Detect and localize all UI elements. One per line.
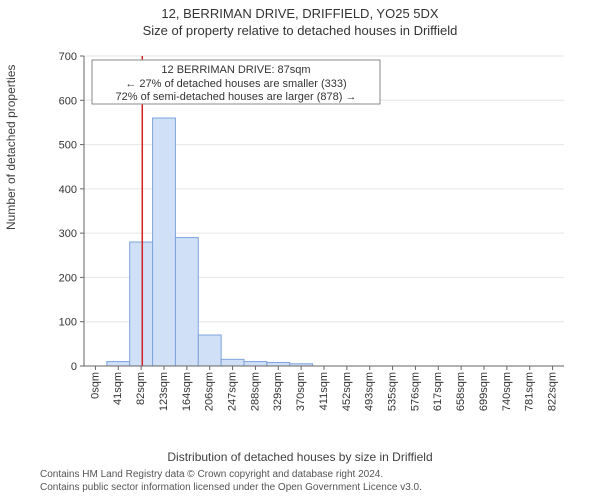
svg-text:500: 500 bbox=[59, 140, 77, 152]
svg-text:0sqm: 0sqm bbox=[89, 372, 101, 399]
histogram-bar bbox=[198, 335, 221, 366]
svg-text:493sqm: 493sqm bbox=[364, 372, 376, 411]
svg-text:600: 600 bbox=[59, 95, 77, 107]
svg-text:411sqm: 411sqm bbox=[318, 372, 330, 410]
svg-text:370sqm: 370sqm bbox=[295, 372, 307, 411]
infobox-line3: 72% of semi-detached houses are larger (… bbox=[116, 91, 357, 103]
svg-text:200: 200 bbox=[59, 272, 77, 284]
histogram-bar bbox=[107, 362, 130, 366]
y-axis-label: Number of detached properties bbox=[4, 65, 18, 230]
svg-text:41sqm: 41sqm bbox=[112, 372, 124, 405]
svg-text:452sqm: 452sqm bbox=[341, 372, 353, 411]
svg-text:535sqm: 535sqm bbox=[386, 372, 398, 411]
histogram-bar bbox=[175, 238, 198, 366]
chart-title-block: 12, BERRIMAN DRIVE, DRIFFIELD, YO25 5DX … bbox=[0, 0, 600, 38]
svg-text:822sqm: 822sqm bbox=[546, 372, 558, 411]
histogram-bar bbox=[244, 362, 267, 366]
svg-text:247sqm: 247sqm bbox=[226, 372, 238, 411]
attribution-block: Contains HM Land Registry data © Crown c… bbox=[40, 469, 590, 494]
svg-text:658sqm: 658sqm bbox=[455, 372, 467, 411]
plot-area: 0 100 200 300 400 500 600 700 0sqm 41sqm 82sqm 123s… bbox=[48, 48, 570, 418]
attribution-line1: Contains HM Land Registry data © Crown c… bbox=[40, 469, 590, 482]
svg-text:206sqm: 206sqm bbox=[204, 372, 216, 411]
svg-text:700: 700 bbox=[59, 51, 77, 63]
svg-text:164sqm: 164sqm bbox=[181, 372, 193, 411]
svg-text:740sqm: 740sqm bbox=[501, 372, 513, 411]
svg-text:781sqm: 781sqm bbox=[524, 372, 536, 411]
svg-text:0: 0 bbox=[71, 361, 77, 373]
histogram-bar bbox=[153, 118, 176, 366]
x-axis-label: Distribution of detached houses by size … bbox=[0, 450, 600, 464]
svg-text:300: 300 bbox=[59, 228, 77, 240]
svg-text:288sqm: 288sqm bbox=[249, 372, 261, 411]
svg-text:100: 100 bbox=[59, 317, 77, 329]
attribution-line2: Contains public sector information licen… bbox=[40, 482, 590, 495]
histogram-svg: 0 100 200 300 400 500 600 700 0sqm 41sqm 82sqm 123s… bbox=[48, 48, 570, 418]
histogram-bar bbox=[130, 242, 153, 366]
svg-text:329sqm: 329sqm bbox=[272, 372, 284, 411]
infobox-line2: ← 27% of detached houses are smaller (33… bbox=[125, 78, 346, 90]
chart-title-line1: 12, BERRIMAN DRIVE, DRIFFIELD, YO25 5DX bbox=[0, 6, 600, 21]
svg-text:617sqm: 617sqm bbox=[432, 372, 444, 411]
svg-text:400: 400 bbox=[59, 184, 77, 196]
infobox-line1: 12 BERRIMAN DRIVE: 87sqm bbox=[161, 64, 310, 76]
histogram-bar bbox=[221, 359, 244, 366]
chart-title-line2: Size of property relative to detached ho… bbox=[0, 23, 600, 38]
svg-text:699sqm: 699sqm bbox=[478, 372, 490, 411]
svg-text:82sqm: 82sqm bbox=[135, 372, 147, 405]
histogram-bar bbox=[267, 362, 290, 366]
svg-text:576sqm: 576sqm bbox=[409, 372, 421, 411]
svg-text:123sqm: 123sqm bbox=[158, 372, 170, 411]
